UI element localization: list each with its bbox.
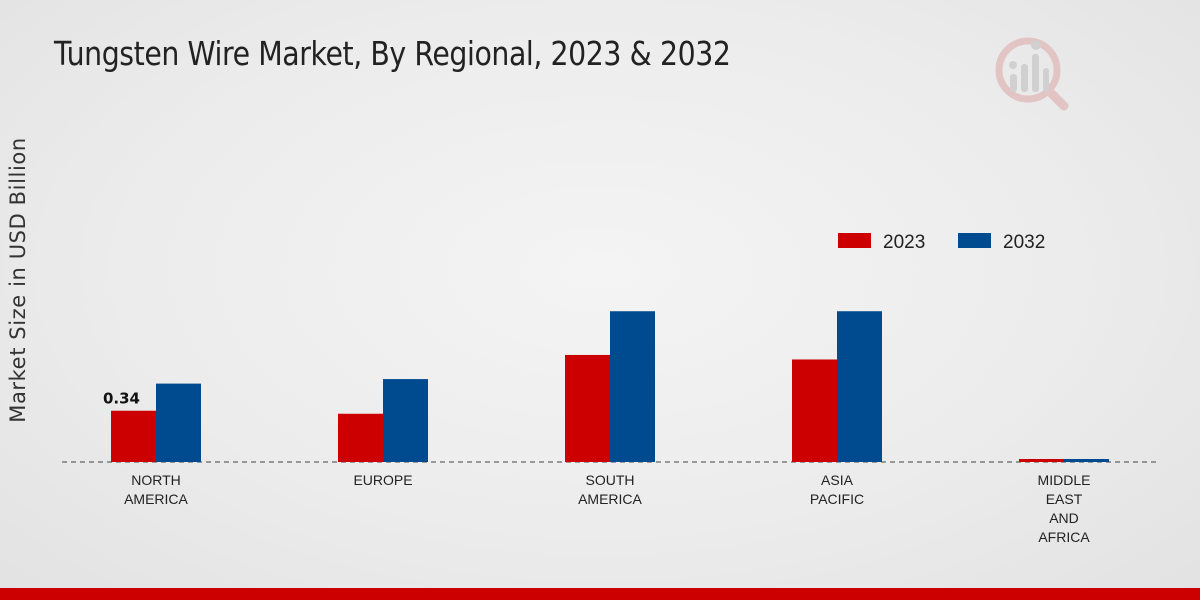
brand-logo-icon [995,37,1069,111]
bottom-accent-bar [0,588,1200,600]
bar-2032-4 [1064,458,1109,462]
x-tick-label: EUROPE [353,472,412,488]
x-tick-label: SOUTH AMERICA [578,472,642,507]
bar-2023-2 [565,354,610,462]
x-tick-label: ASIA PACIFIC [810,472,864,507]
bar-2032-3 [837,311,882,462]
bar-2023-0 [111,410,156,462]
x-tick-label: MIDDLE EAST AND AFRICA [1038,472,1091,545]
legend-swatch-2032 [958,233,991,248]
data-label: 0.34 [103,390,140,408]
bar-2032-1 [383,379,428,462]
bar-2023-4 [1019,458,1064,462]
x-tick-label: NORTH AMERICA [124,472,188,507]
legend-label-2023: 2023 [883,232,925,253]
bar-2032-2 [610,311,655,462]
bar-2023-1 [338,413,383,462]
legend-label-2032: 2032 [1003,232,1045,253]
bar-2023-3 [792,359,837,462]
chart-title: Tungsten Wire Market, By Regional, 2023 … [54,34,731,73]
bar-2032-0 [156,383,201,462]
legend-swatch-2023 [838,233,871,248]
